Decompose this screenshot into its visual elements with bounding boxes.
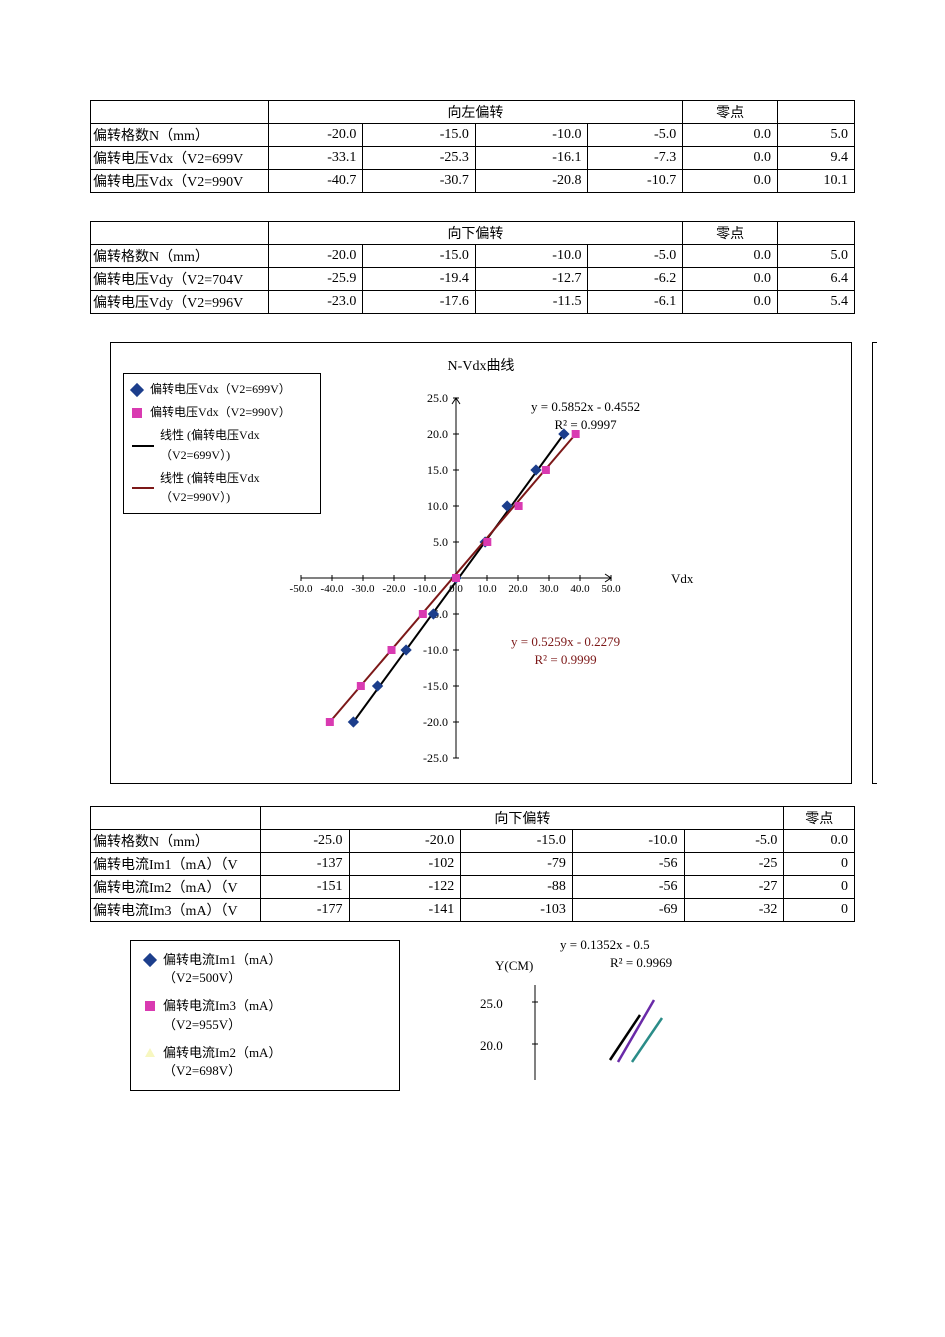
table-row: 偏转电压Vdx（V2=990V -40.7 -30.7 -20.8 -10.7 … (91, 170, 855, 193)
table1-header-row: 向左偏转 零点 (91, 101, 855, 124)
chart-svg: -50.0-40.0-30.0-20.0-10.00.010.020.030.0… (111, 343, 851, 783)
legend-current: 偏转电流Im1（mA） （V2=500V） 偏转电流Im3（mA） （V2=95… (130, 940, 400, 1091)
table-row: 偏转格数N（mm） -25.0 -20.0 -15.0 -10.0 -5.0 0… (91, 830, 855, 853)
table-row: 偏转电流Im3（mA）（V -177 -141 -103 -69 -32 0 (91, 899, 855, 922)
svg-text:-30.0: -30.0 (352, 583, 375, 595)
svg-text:5.0: 5.0 (433, 535, 448, 549)
table-current: 向下偏转 零点 偏转格数N（mm） -25.0 -20.0 -15.0 -10.… (90, 806, 855, 922)
svg-text:25.0: 25.0 (427, 391, 448, 405)
svg-text:40.0: 40.0 (570, 583, 590, 595)
table-row: 偏转电压Vdy（V2=996V -23.0 -17.6 -11.5 -6.1 0… (91, 291, 855, 314)
svg-text:10.0: 10.0 (477, 583, 497, 595)
table2-header-row: 向下偏转 零点 (91, 222, 855, 245)
table1-zero-header: 零点 (683, 101, 778, 124)
svg-text:-20.0: -20.0 (423, 715, 448, 729)
mini-svg (440, 940, 740, 1080)
table-row: 偏转电压Vdy（V2=704V -25.9 -19.4 -12.7 -6.2 0… (91, 268, 855, 291)
legend-item: 偏转电流Im1（mA） （V2=500V） (145, 951, 385, 987)
square-icon (145, 1001, 155, 1011)
table-row: 偏转电压Vdx（V2=699V -33.1 -25.3 -16.1 -7.3 0… (91, 147, 855, 170)
table-down-deflection: 向下偏转 零点 偏转格数N（mm） -20.0 -15.0 -10.0 -5.0… (90, 221, 855, 314)
chart-nvdx: N-Vdx曲线 偏转电压Vdx（V2=699V） 偏转电压Vdx（V2=990V… (110, 342, 852, 784)
svg-text:-50.0: -50.0 (290, 583, 313, 595)
row-label: 偏转格数N（mm） (91, 124, 269, 147)
table-row: 偏转电流Im2（mA）（V -151 -122 -88 -56 -27 0 (91, 876, 855, 899)
table-left-deflection: 向左偏转 零点 偏转格数N（mm） -20.0 -15.0 -10.0 -5.0… (90, 100, 855, 193)
bottom-section: 偏转电流Im1（mA） （V2=500V） 偏转电流Im3（mA） （V2=95… (90, 940, 855, 1091)
table-row: 偏转格数N（mm） -20.0 -15.0 -10.0 -5.0 0.0 5.0 (91, 124, 855, 147)
svg-text:-15.0: -15.0 (423, 679, 448, 693)
chart-nvdx-wrap: N-Vdx曲线 偏转电压Vdx（V2=699V） 偏转电压Vdx（V2=990V… (110, 342, 855, 784)
svg-text:-25.0: -25.0 (423, 751, 448, 765)
svg-text:-10.0: -10.0 (423, 643, 448, 657)
svg-text:20.0: 20.0 (427, 427, 448, 441)
diamond-icon (143, 953, 157, 967)
legend-item: 偏转电流Im2（mA） （V2=698V） (145, 1044, 385, 1080)
svg-text:15.0: 15.0 (427, 463, 448, 477)
table1-blank2 (777, 101, 854, 124)
table3-header-row: 向下偏转 零点 (91, 807, 855, 830)
table1-span-header: 向左偏转 (268, 101, 683, 124)
table-row: 偏转格数N（mm） -20.0 -15.0 -10.0 -5.0 0.0 5.0 (91, 245, 855, 268)
page: 向左偏转 零点 偏转格数N（mm） -20.0 -15.0 -10.0 -5.0… (0, 0, 945, 1337)
svg-text:20.0: 20.0 (508, 583, 528, 595)
mini-chart: y = 0.1352x - 0.5 R² = 0.9969 Y(CM) 25.0… (440, 940, 740, 1080)
chart-side-bracket (872, 342, 877, 784)
svg-text:-20.0: -20.0 (383, 583, 406, 595)
table-row: 偏转电流Im1（mA）（V -137 -102 -79 -56 -25 0 (91, 853, 855, 876)
svg-text:-10.0: -10.0 (414, 583, 437, 595)
svg-text:50.0: 50.0 (601, 583, 621, 595)
legend-item: 偏转电流Im3（mA） （V2=955V） (145, 997, 385, 1033)
triangle-icon (145, 1048, 155, 1057)
svg-text:10.0: 10.0 (427, 499, 448, 513)
svg-text:-40.0: -40.0 (321, 583, 344, 595)
svg-text:30.0: 30.0 (539, 583, 559, 595)
table1-blank (91, 101, 269, 124)
